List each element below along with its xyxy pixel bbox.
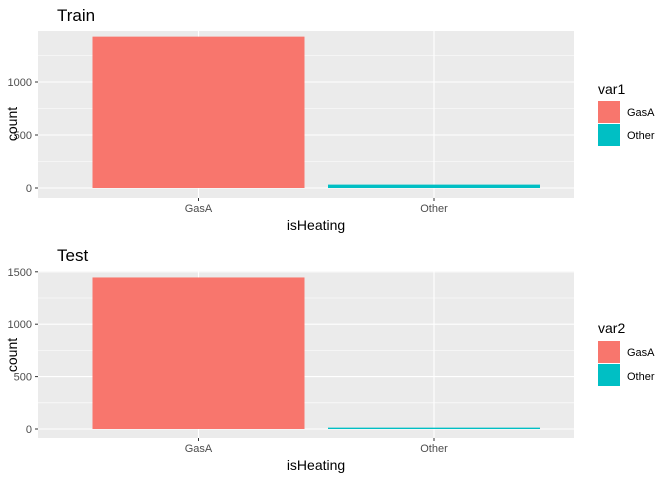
legend-label: Other <box>627 130 655 142</box>
y-axis-label: count <box>4 107 20 141</box>
x-tick-label: GasA <box>185 203 213 215</box>
legend-key-gasa <box>598 341 620 363</box>
y-tick-label: 500 <box>14 372 32 384</box>
bars <box>92 277 540 429</box>
x-axis-label: isHeating <box>287 217 345 233</box>
x-axis-label: isHeating <box>287 457 345 473</box>
legend: var1 GasA Other <box>598 81 655 146</box>
y-tick-label: 1500 <box>8 267 32 279</box>
chart-title: Train <box>57 6 95 25</box>
x-tick-label: Other <box>420 203 448 215</box>
y-axis-label: count <box>4 338 20 372</box>
legend-label: GasA <box>627 347 655 359</box>
chart-train: Train 0 500 1000 GasA Other isHeating coun… <box>4 6 655 233</box>
y-tick-label: 0 <box>26 183 32 195</box>
y-axis-ticks: 0 500 1000 1500 <box>8 267 435 441</box>
legend-title: var2 <box>598 320 625 336</box>
legend-title: var1 <box>598 81 625 97</box>
bar-gasa <box>92 277 305 429</box>
x-tick-label: Other <box>420 443 448 455</box>
y-tick-label: 500 <box>14 130 32 142</box>
bar-gasa <box>92 36 305 188</box>
legend-label: GasA <box>627 107 655 119</box>
bar-other <box>328 184 540 188</box>
y-tick-label: 1000 <box>8 319 32 331</box>
y-tick-label: 0 <box>26 424 32 436</box>
legend: var2 GasA Other <box>598 320 655 386</box>
x-tick-label: GasA <box>185 443 213 455</box>
x-axis-ticks: GasA Other <box>185 443 448 455</box>
chart-test: Test 0 500 1000 1500 GasA Other isHeating c… <box>4 246 655 473</box>
legend-key-gasa <box>598 101 620 123</box>
bars <box>92 36 540 188</box>
bar-other <box>328 427 540 429</box>
legend-key-other <box>598 364 620 386</box>
legend-key-other <box>598 124 620 146</box>
y-tick-label: 1000 <box>8 77 32 89</box>
chart-title: Test <box>57 246 88 265</box>
legend-label: Other <box>627 371 655 383</box>
y-axis-ticks: 0 500 1000 <box>8 77 435 201</box>
x-axis-ticks: GasA Other <box>185 203 448 215</box>
